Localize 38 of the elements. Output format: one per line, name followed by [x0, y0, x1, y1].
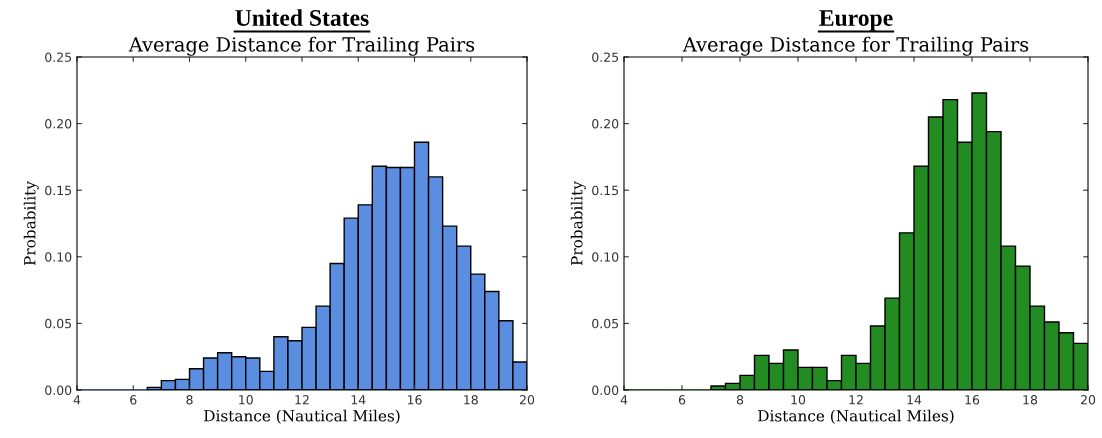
x-tick-label: 8 — [186, 395, 193, 405]
x-tick-label: 4 — [620, 395, 628, 405]
x-tick-label: 18 — [464, 395, 478, 405]
x-tick-label: 18 — [1023, 395, 1038, 405]
x-tick-label: 12 — [295, 395, 309, 405]
chart-subtitle: Average Distance for Trailing Pairs — [682, 36, 1029, 56]
chart-title: United States — [235, 9, 369, 26]
y-tick-label: 0.15 — [592, 185, 619, 196]
x-tick-label: 4 — [73, 395, 81, 405]
x-axis-title: Distance (Nautical Miles) — [204, 409, 400, 424]
x-tick-label: 14 — [907, 395, 922, 405]
y-tick-label: 0.15 — [45, 185, 72, 196]
y-tick-label: 0.25 — [45, 52, 72, 62]
x-tick-label: 16 — [407, 395, 422, 405]
y-tick-label: 0.20 — [592, 119, 619, 129]
x-tick-label: 6 — [130, 395, 137, 405]
x-tick-label: 12 — [849, 395, 863, 405]
y-tick-label: 0.05 — [45, 318, 72, 329]
x-axis-title: Distance (Nautical Miles) — [758, 409, 954, 424]
x-tick-label: 16 — [965, 395, 980, 405]
y-tick-label: 0.10 — [592, 252, 619, 262]
y-tick-label: 0.20 — [45, 119, 72, 129]
y-tick-label: 0.00 — [45, 385, 72, 395]
x-tick-label: 20 — [519, 395, 535, 405]
x-tick-label: 8 — [736, 395, 744, 405]
x-tick-label: 6 — [678, 395, 686, 405]
chart-title: Europe — [819, 10, 893, 31]
y-tick-label: 0.10 — [45, 252, 72, 262]
y-tick-label: 0.05 — [592, 318, 619, 329]
x-tick-label: 14 — [351, 395, 366, 405]
y-tick-label: 0.25 — [592, 52, 619, 62]
x-tick-label: 10 — [791, 395, 806, 405]
y-tick-label: 0.00 — [592, 385, 619, 395]
x-tick-label: 20 — [1080, 395, 1096, 405]
y-axis-title: Probability — [23, 181, 39, 266]
chart-subtitle: Average Distance for Trailing Pairs — [128, 36, 475, 56]
x-tick-label: 10 — [239, 395, 253, 405]
y-axis-title: Probability — [570, 181, 586, 266]
